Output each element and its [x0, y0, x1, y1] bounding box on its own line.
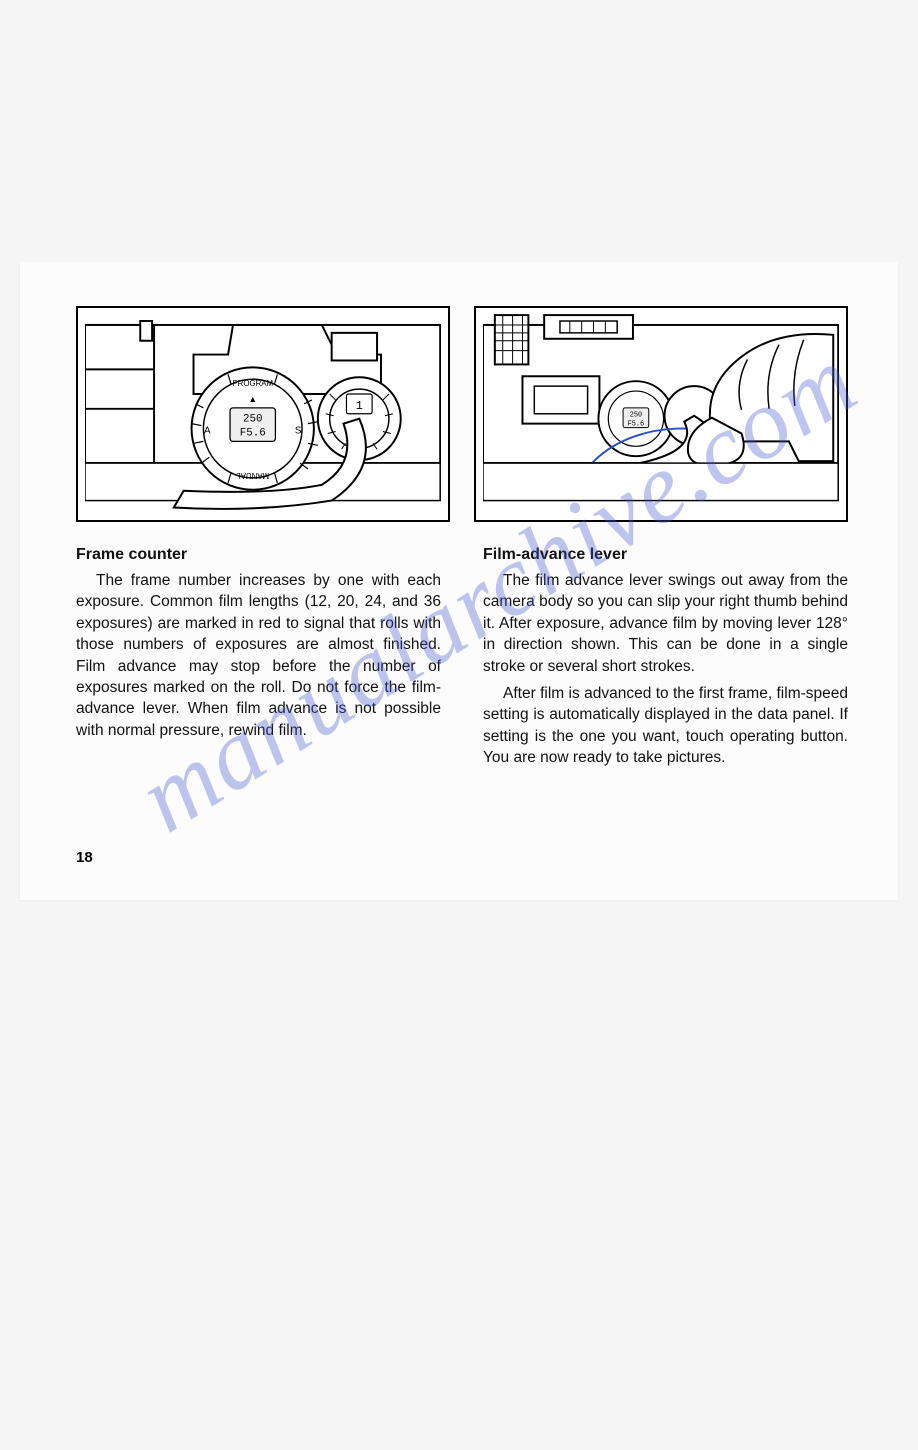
- figure-frame-counter: PROGRAM MANUAL A S ▲ 250 F5.6: [76, 306, 450, 522]
- left-column: Frame counter The frame number increases…: [76, 538, 441, 774]
- page-number: 18: [76, 849, 93, 866]
- mode-A: A: [204, 426, 211, 437]
- mode-S: S: [295, 426, 302, 437]
- left-para-1: The frame number increases by one with e…: [76, 570, 441, 741]
- lcd2-line2: F5.6: [628, 421, 645, 429]
- lcd-line2: F5.6: [240, 428, 266, 440]
- ring-top-text: PROGRAM: [233, 379, 274, 388]
- lcd-line1: 250: [243, 414, 263, 426]
- ring-bottom-text: MANUAL: [236, 471, 269, 480]
- frame-counter-illustration: PROGRAM MANUAL A S ▲ 250 F5.6: [85, 312, 440, 516]
- film-advance-illustration: 250 F5.6 128°: [483, 312, 838, 516]
- right-heading: Film-advance lever: [483, 544, 848, 566]
- right-para-1: The film advance lever swings out away f…: [483, 570, 848, 677]
- left-heading: Frame counter: [76, 544, 441, 566]
- counter-digit: 1: [356, 399, 363, 413]
- lcd2-line1: 250: [630, 412, 642, 420]
- right-para-2: After film is advanced to the first fram…: [483, 683, 848, 769]
- arrow-indicator: ▲: [249, 394, 258, 404]
- figures-row: PROGRAM MANUAL A S ▲ 250 F5.6: [20, 262, 898, 538]
- text-columns: Frame counter The frame number increases…: [20, 538, 898, 774]
- right-column: Film-advance lever The film advance leve…: [483, 538, 848, 774]
- manual-page: PROGRAM MANUAL A S ▲ 250 F5.6: [20, 262, 898, 900]
- figure-film-advance: 250 F5.6 128°: [474, 306, 848, 522]
